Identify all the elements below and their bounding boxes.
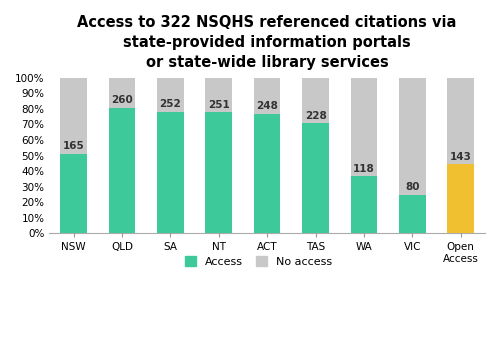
Bar	[206, 112, 232, 234]
Text: 228: 228	[304, 111, 326, 121]
Bar	[206, 78, 232, 112]
Bar	[448, 164, 474, 234]
Title: Access to 322 NSQHS referenced citations via
state-provided information portals
: Access to 322 NSQHS referenced citations…	[78, 15, 457, 70]
Bar	[399, 78, 425, 195]
Bar	[302, 78, 329, 123]
Text: 260: 260	[111, 95, 133, 105]
Bar	[254, 78, 280, 114]
Bar	[108, 108, 136, 234]
Text: 252: 252	[160, 99, 181, 109]
Bar	[448, 78, 474, 164]
Bar	[157, 112, 184, 234]
Bar	[399, 195, 425, 234]
Bar	[108, 78, 136, 108]
Legend: Access, No access: Access, No access	[180, 252, 336, 272]
Bar	[350, 78, 378, 176]
Text: 80: 80	[405, 183, 419, 192]
Text: 165: 165	[62, 141, 84, 151]
Bar	[350, 176, 378, 234]
Text: 143: 143	[450, 152, 471, 162]
Bar	[60, 154, 87, 234]
Bar	[157, 78, 184, 112]
Bar	[302, 123, 329, 234]
Text: 248: 248	[256, 101, 278, 111]
Bar	[60, 78, 87, 154]
Text: 251: 251	[208, 100, 230, 110]
Bar	[254, 114, 280, 234]
Text: 118: 118	[353, 164, 375, 174]
